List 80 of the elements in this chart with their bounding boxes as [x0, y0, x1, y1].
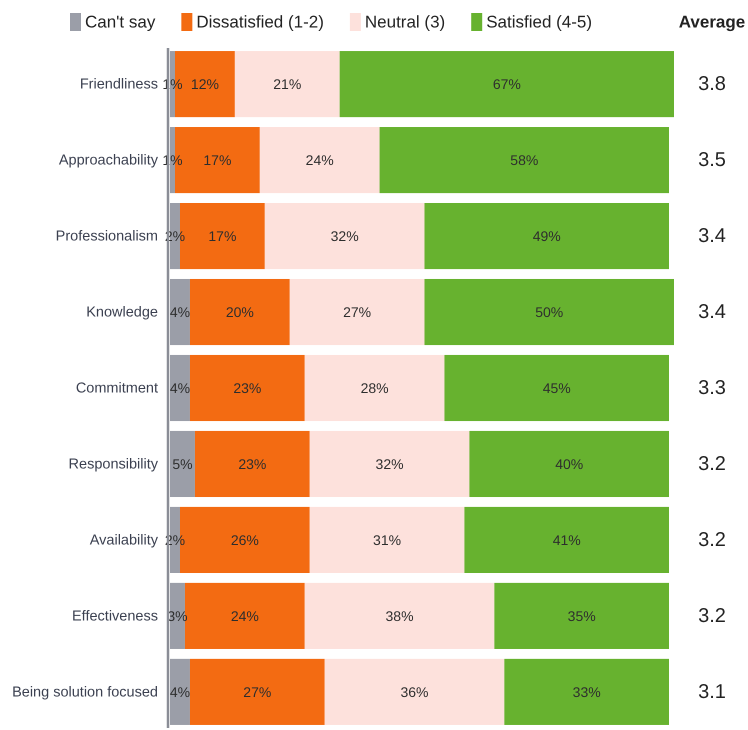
y-tick-label: Friendliness [80, 76, 158, 93]
data-label: 12% [190, 76, 219, 92]
data-label: 20% [226, 304, 254, 320]
text: 3.2 [698, 452, 726, 475]
y-tick-label: Commitment [76, 380, 158, 397]
text: Average [678, 12, 746, 32]
bar [464, 506, 670, 574]
bar [324, 658, 504, 725]
bar [310, 506, 464, 574]
bar [264, 202, 424, 270]
data-label: 67% [492, 76, 521, 92]
bar [170, 278, 190, 346]
text: 3.1 [698, 680, 726, 703]
text: 3.4 [698, 225, 726, 248]
bar [504, 658, 670, 725]
bar [190, 354, 305, 422]
data-label: 24% [306, 152, 334, 168]
data-label: 23% [238, 456, 266, 472]
bar [304, 354, 444, 422]
bar [190, 658, 325, 725]
data-label: 38% [386, 608, 414, 624]
text: 3.3 [698, 377, 726, 399]
legend-label: Satisfied (4-5) [486, 12, 592, 32]
data-label: 50% [535, 304, 564, 320]
text: 3.2 [698, 528, 726, 551]
bar [310, 430, 470, 498]
data-label: 35% [568, 608, 596, 624]
data-label: 24% [230, 608, 259, 624]
y-tick-label: Being solution focused [12, 684, 158, 701]
text: 3.5 [698, 149, 726, 172]
bar [170, 430, 195, 498]
data-label: 27% [343, 304, 372, 320]
y-tick-label: Approachability [58, 152, 159, 169]
data-label: 41% [552, 532, 581, 548]
data-label: 27% [243, 684, 272, 700]
text: 3.8 [698, 73, 726, 96]
data-label: 23% [233, 380, 262, 396]
bar [424, 202, 670, 270]
bar [290, 278, 424, 346]
data-label: 36% [400, 684, 429, 700]
text: 3.4 [698, 301, 726, 324]
data-label: 17% [208, 228, 236, 244]
bar [190, 278, 290, 346]
bar [494, 582, 670, 649]
data-label: 28% [360, 380, 389, 396]
data-label: 45% [542, 380, 571, 396]
data-label: 58% [510, 152, 538, 168]
y-tick-label: Availability [90, 532, 159, 549]
y-tick-label: Knowledge [86, 304, 158, 321]
y-tick-label: Responsibility [68, 456, 159, 473]
bar [194, 430, 310, 498]
bar [304, 582, 494, 649]
bar [444, 354, 670, 422]
data-label: 40% [555, 456, 584, 472]
data-label: 4% [170, 380, 190, 396]
data-label: 32% [330, 228, 359, 244]
legend-label: Neutral (3) [364, 12, 446, 32]
data-label: 4% [170, 684, 190, 700]
data-label: 32% [376, 456, 404, 472]
bar [234, 51, 340, 118]
data-label: 21% [273, 76, 302, 92]
legend-label: Dissatisfied (1-2) [196, 12, 324, 32]
data-label: 49% [532, 228, 561, 244]
data-label: 4% [170, 304, 190, 320]
data-label: 31% [373, 532, 402, 548]
bar [260, 127, 380, 194]
legend-label: Can't say [85, 12, 156, 32]
data-label: 17% [203, 152, 232, 168]
bar [340, 51, 674, 118]
y-tick-label: Professionalism [56, 228, 158, 245]
data-label: 5% [172, 456, 193, 472]
bar [380, 127, 670, 194]
data-label: 26% [230, 532, 259, 548]
bar [424, 278, 674, 346]
text: 3.2 [698, 604, 726, 627]
data-label: 33% [572, 684, 601, 700]
y-tick-label: Effectiveness [72, 608, 158, 625]
bar [469, 430, 670, 498]
bar [170, 354, 190, 422]
bar [170, 658, 190, 725]
